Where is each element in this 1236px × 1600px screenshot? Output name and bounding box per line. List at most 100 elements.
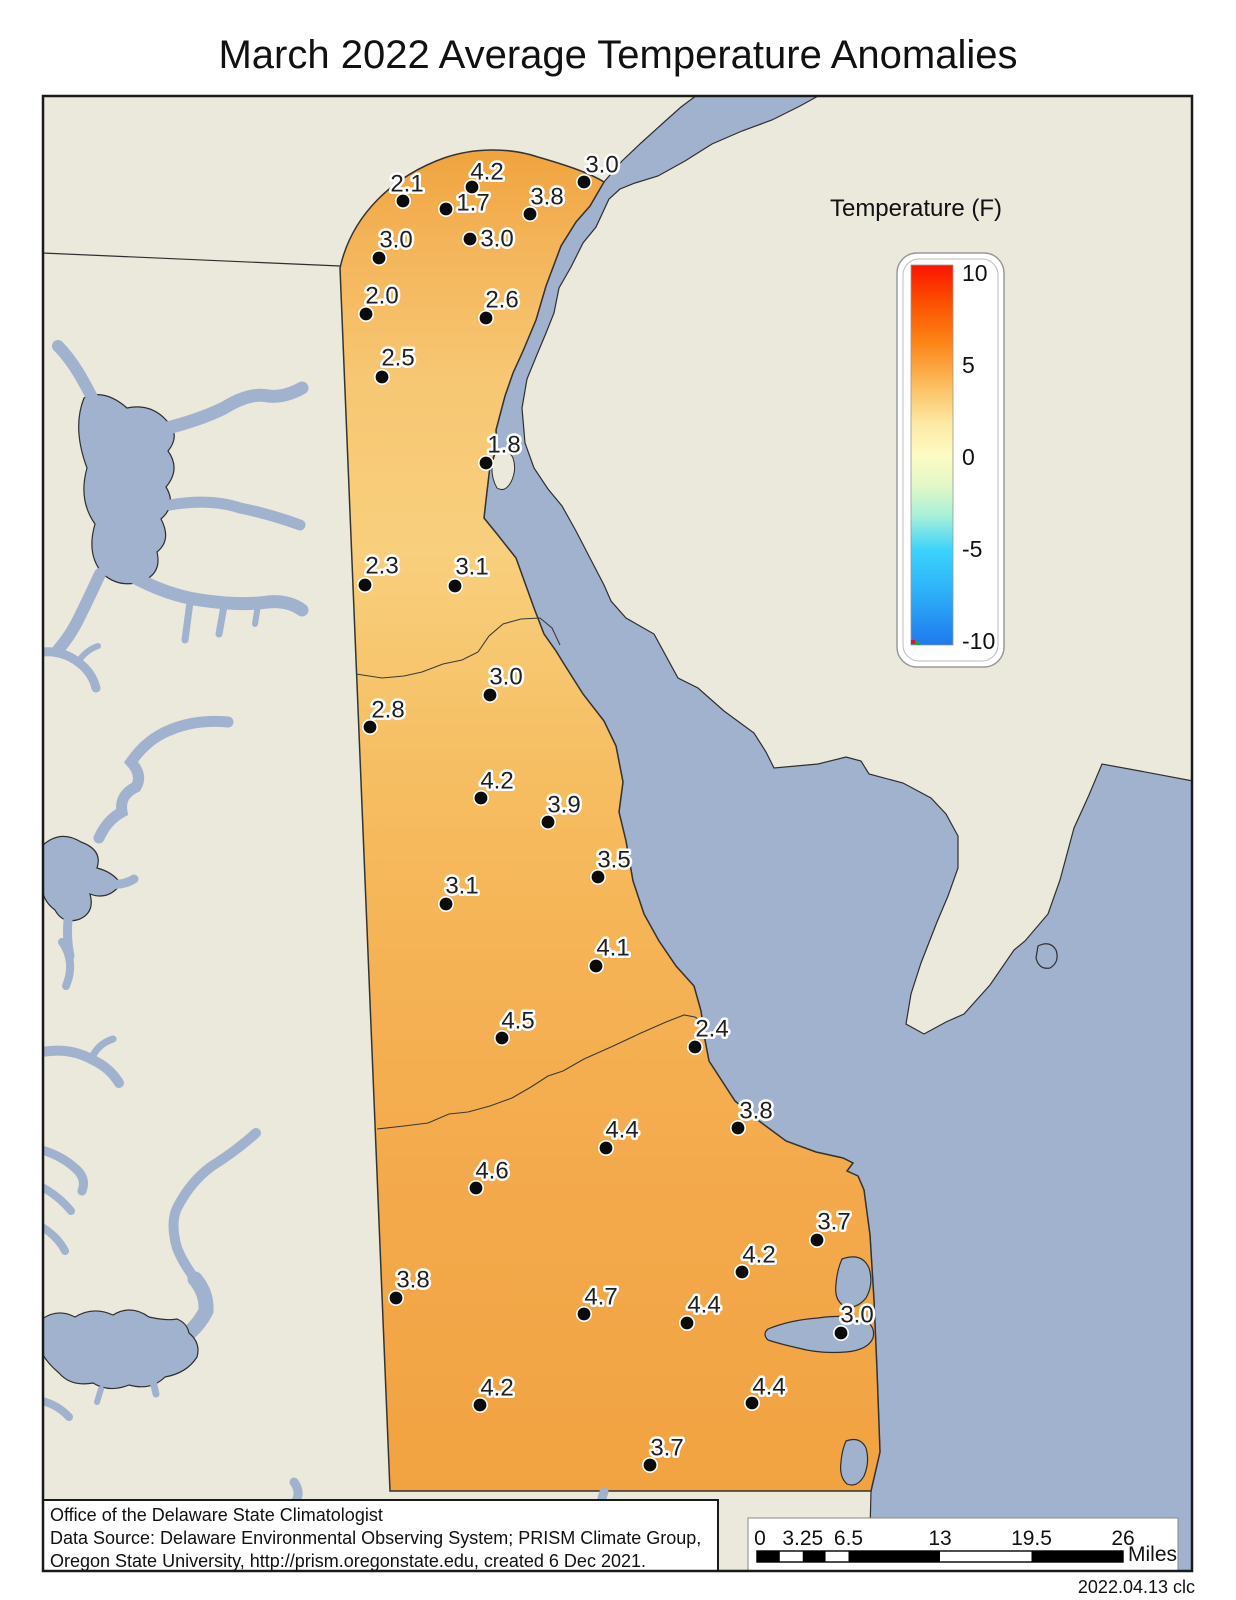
delaware-state (339, 149, 881, 1492)
station-value-label: 4.2 (742, 1242, 775, 1269)
station-dot (471, 1397, 488, 1414)
scalebar-tick-label: 13 (928, 1527, 951, 1550)
map-title: March 2022 Average Temperature Anomalies (218, 33, 1018, 77)
scalebar-segment (848, 1551, 940, 1562)
station-value-label: 1.7 (456, 190, 489, 217)
station-value-label: 4.4 (605, 1117, 638, 1144)
station-value-label: 4.2 (480, 768, 513, 795)
station-dot (521, 206, 538, 223)
station-value-label: 2.4 (695, 1016, 728, 1043)
scalebar-tick-label: 3.25 (782, 1527, 823, 1550)
station-value-label: 2.3 (365, 553, 398, 580)
legend-tick-label: -5 (962, 536, 982, 562)
legend-tick-label: 5 (962, 352, 975, 378)
county-boundaries (355, 617, 703, 1130)
station-dot (394, 193, 411, 210)
station-value-label: 2.6 (485, 287, 518, 314)
station-dot (587, 957, 604, 974)
scalebar-segment (779, 1551, 803, 1562)
station-dot (678, 1315, 695, 1332)
station-value-label: 3.0 (585, 152, 618, 179)
station-dot (481, 686, 498, 703)
station-dot (597, 1140, 614, 1157)
nj-pond (1035, 943, 1058, 969)
legend-artifact-green (916, 642, 920, 645)
scalebar-tick-label: 19.5 (1011, 1527, 1052, 1550)
station-dot (472, 789, 489, 806)
station-dot (357, 305, 374, 322)
station-value-label: 4.4 (687, 1292, 720, 1319)
legend-tick-label: 10 (962, 260, 988, 286)
little-assawoman-bay (840, 1438, 869, 1486)
station-dot (477, 454, 494, 471)
station-dot (729, 1120, 746, 1137)
station-dot (477, 309, 494, 326)
station-value-label: 3.5 (597, 847, 630, 874)
station-dot (493, 1030, 510, 1047)
legend-tick-label: -10 (962, 628, 995, 654)
scalebar-segment (940, 1551, 1032, 1562)
station-dot (461, 231, 478, 248)
legend-artifact-red (911, 640, 915, 644)
indian-river-bay (764, 1315, 875, 1354)
chesapeake-creeks (42, 340, 309, 1521)
station-value-label: 2.0 (365, 283, 398, 310)
station-dot (589, 868, 606, 885)
station-value-label: 2.5 (381, 345, 414, 372)
scalebar-segment (802, 1551, 826, 1562)
map-frame (41, 94, 1194, 1573)
station-value-label: 3.8 (739, 1098, 772, 1125)
station-value-label: 4.4 (752, 1374, 785, 1401)
station-value-label: 2.1 (390, 171, 423, 198)
station-dot (463, 179, 480, 196)
station-layer: 2.1 4.2 1.7 3.8 3.0 3.0 3.0 2.0 2.6 2.5 1.8 2.3 3.1 3… (356, 149, 876, 1474)
station-dot (832, 1325, 849, 1342)
station-dot (575, 174, 592, 191)
station-value-label: 3.0 (480, 226, 513, 253)
scalebar-unit: Miles (1128, 1543, 1177, 1566)
station-dot (808, 1232, 825, 1249)
station-dot (370, 250, 387, 267)
station-value-label: 3.9 (547, 792, 580, 819)
station-dot (437, 201, 454, 218)
state-line-pa-md (42, 252, 341, 267)
scalebar-segment (1031, 1551, 1123, 1562)
station-dot (387, 1290, 404, 1307)
scalebar-segment (757, 1551, 780, 1562)
rehoboth-bay (835, 1256, 872, 1308)
attribution-frame (42, 1499, 719, 1572)
station-value-label: 4.5 (501, 1008, 534, 1035)
legend-colorbar (910, 264, 954, 646)
inland-bays (764, 1256, 875, 1486)
attribution-line-2: Data Source: Delaware Environmental Obse… (50, 1528, 701, 1548)
attribution-box: Office of the Delaware State Climatologi… (42, 1499, 719, 1572)
county-line-newcastle-kent (355, 617, 561, 679)
station-value-label: 3.1 (445, 873, 478, 900)
station-value-label: 3.7 (817, 1209, 850, 1236)
legend-tick-label: 0 (962, 444, 975, 470)
scalebar-tick-label: 26 (1111, 1527, 1134, 1550)
station-value-label: 4.6 (475, 1158, 508, 1185)
station-value-label: 1.8 (487, 432, 520, 459)
station-dot (641, 1457, 658, 1474)
station-value-label: 4.7 (584, 1284, 617, 1311)
station-value-label: 3.0 (489, 664, 522, 691)
river-island (491, 449, 516, 490)
station-dot (743, 1395, 760, 1412)
station-value-label: 3.1 (455, 554, 488, 581)
station-value-label: 3.0 (840, 1302, 873, 1329)
station-dot (686, 1039, 703, 1056)
station-dot (446, 577, 463, 594)
attribution-line-1: Office of the Delaware State Climatologi… (50, 1505, 383, 1525)
legend-title: Temperature (F) (830, 195, 1002, 222)
station-value-label: 4.2 (470, 159, 503, 186)
station-value-label: 3.0 (379, 227, 412, 254)
station-value-label: 4.1 (596, 935, 629, 962)
datestamp: 2022.04.13 clc (1077, 1577, 1195, 1597)
station-dot (437, 895, 454, 912)
station-value-label: 2.8 (371, 697, 404, 724)
scalebar-tick-label: 6.5 (834, 1527, 863, 1550)
